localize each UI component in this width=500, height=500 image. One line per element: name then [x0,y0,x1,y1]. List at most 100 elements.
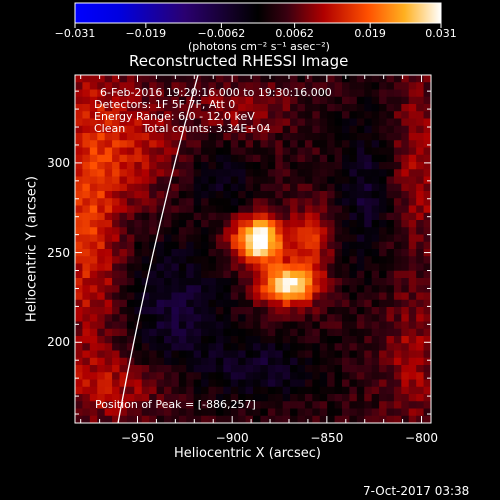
heatmap-cell [297,162,306,170]
heatmap-cell [149,147,158,156]
heatmap-cell [97,350,106,359]
heatmap-cell [193,154,202,163]
heatmap-cell [141,249,150,257]
heatmap-cell [149,169,158,178]
heatmap-cell [141,299,150,308]
heatmap-cell [112,104,121,112]
heatmap-cell [364,307,373,315]
heatmap-cell [267,307,276,315]
heatmap-cell [393,118,402,127]
heatmap-cell [97,198,106,207]
heatmap-cell [245,227,254,236]
heatmap-cell [371,386,380,395]
heatmap-cell [275,169,284,178]
heatmap-cell [245,191,254,199]
heatmap-cell [349,372,358,381]
heatmap-cell [408,394,417,402]
heatmap-cell [186,205,195,214]
heatmap-cell [141,336,150,344]
heatmap-cell [186,75,195,83]
heatmap-cell [171,205,180,214]
heatmap-cell [393,191,402,199]
heatmap-cell [334,278,343,286]
heatmap-cell [408,183,417,192]
heatmap-cell [75,357,84,366]
heatmap-cell [393,336,402,344]
heatmap-cell [126,336,135,344]
heatmap-cell [290,256,299,265]
heatmap-cell [393,82,402,91]
heatmap-cell [82,343,91,352]
heatmap-cell [119,241,128,250]
heatmap-cell [312,75,321,83]
heatmap-cell [423,372,431,381]
heatmap-cell [327,372,336,381]
heatmap-cell [379,241,388,250]
heatmap-cell [134,176,143,185]
heatmap-cell [379,169,388,178]
heatmap-cell [297,191,306,199]
heatmap-cell [164,249,173,257]
heatmap-cell [253,191,262,199]
heatmap-cell [208,75,217,83]
heatmap-cell [193,212,202,221]
heatmap-cell [134,249,143,257]
heatmap-cell [267,227,276,236]
heatmap-cell [260,415,269,423]
heatmap-cell [401,394,410,402]
heatmap-cell [126,408,135,417]
heatmap-cell [304,256,313,265]
heatmap-cell [356,205,365,214]
heatmap-cell [82,234,91,243]
heatmap-cell [230,89,239,98]
heatmap-cell [290,220,299,228]
heatmap-cell [334,256,343,265]
heatmap-cell [282,125,291,134]
heatmap-cell [215,75,224,83]
heatmap-cell [141,357,150,366]
heatmap-cell [290,328,299,337]
heatmap-cell [393,234,402,243]
heatmap-cell [386,133,395,141]
heatmap-cell [319,176,328,185]
heatmap-cell [82,386,91,395]
heatmap-cell [208,372,217,381]
heatmap-cell [379,343,388,352]
heatmap-cell [126,205,135,214]
heatmap-cell [423,394,431,402]
heatmap-cell [327,357,336,366]
heatmap-cell [208,285,217,294]
heatmap-cell [253,343,262,352]
heatmap-cell [104,96,113,105]
heatmap-cell [290,386,299,395]
heatmap-cell [327,336,336,344]
heatmap-cell [223,118,232,127]
heatmap-cell [82,379,91,388]
heatmap-cell [75,321,84,330]
heatmap-cell [356,321,365,330]
heatmap-cell [156,96,165,105]
heatmap-cell [408,263,417,272]
heatmap-cell [149,408,158,417]
heatmap-cell [164,292,173,301]
heatmap-cell [112,212,121,221]
heatmap-cell [230,191,239,199]
heatmap-cell [416,343,425,352]
heatmap-cell [312,220,321,228]
heatmap-cell [178,191,187,199]
heatmap-cell [342,140,351,149]
heatmap-cell [75,104,84,112]
heatmap-cell [393,394,402,402]
heatmap-cell [97,307,106,315]
heatmap-cell [208,118,217,127]
heatmap-cell [290,183,299,192]
heatmap-cell [423,147,431,156]
heatmap-cell [267,154,276,163]
heatmap-cell [282,256,291,265]
heatmap-cell [89,350,98,359]
heatmap-cell [82,227,91,236]
heatmap-cell [156,249,165,257]
heatmap-cell [193,169,202,178]
heatmap-cell [238,133,247,141]
heatmap-cell [327,205,336,214]
